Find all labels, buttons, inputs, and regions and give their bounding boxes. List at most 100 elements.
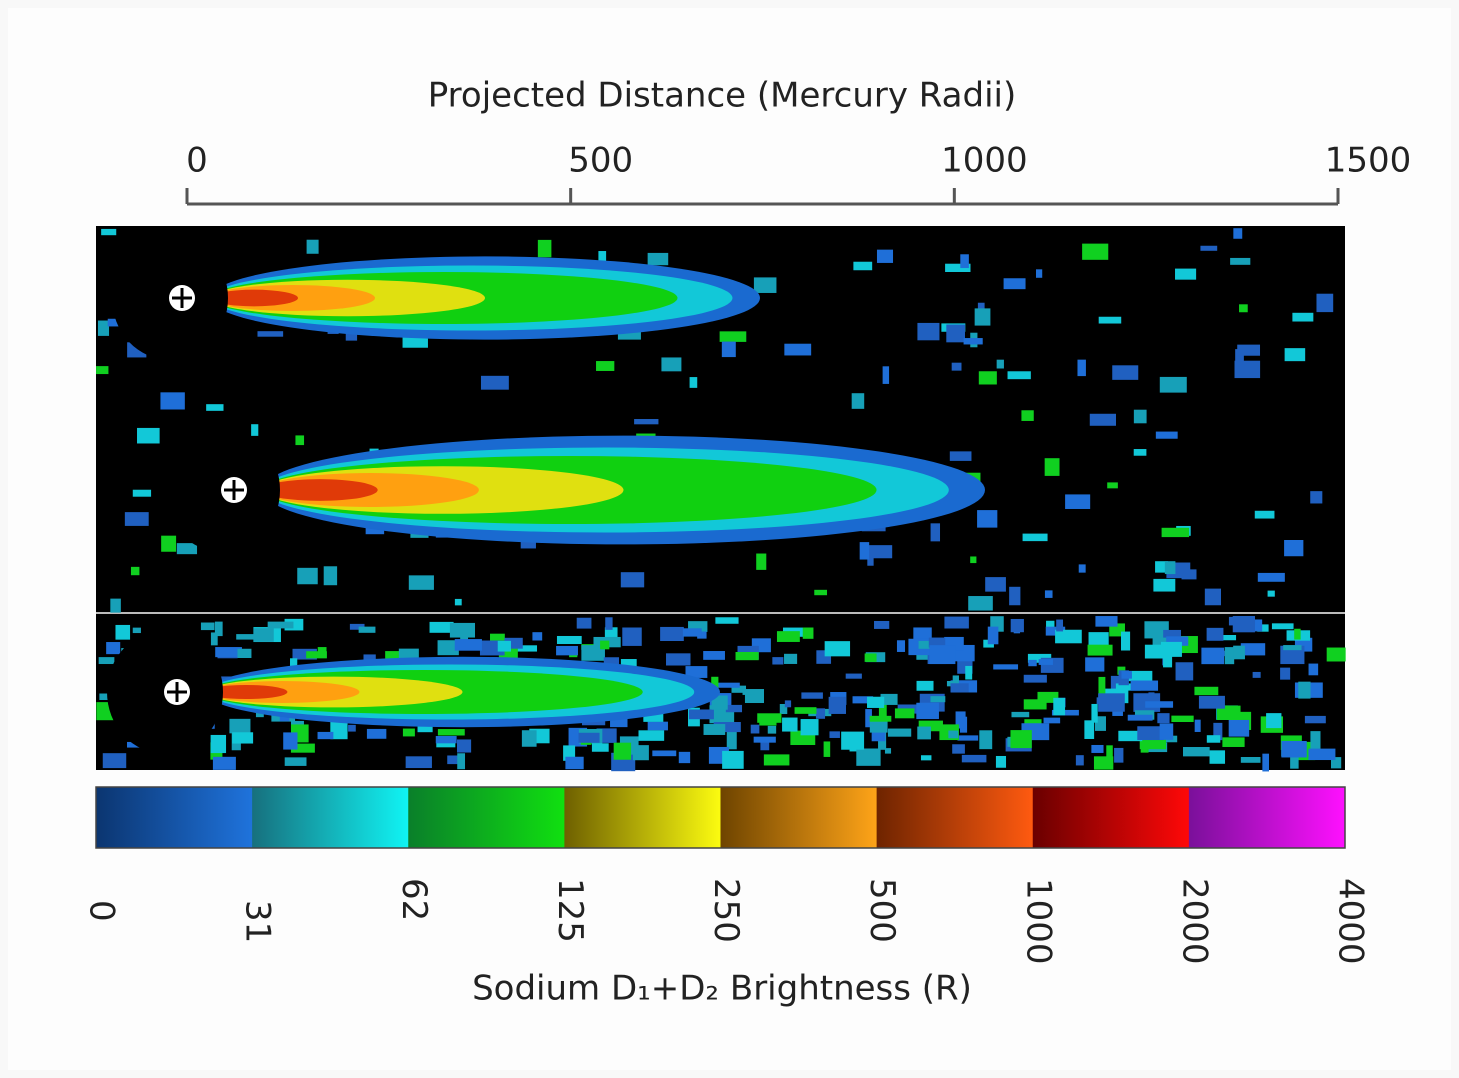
noise-blob <box>283 732 297 749</box>
noise-blob <box>930 696 945 702</box>
noise-blob <box>1309 664 1319 676</box>
noise-blob <box>367 729 386 739</box>
noise-blob <box>1199 696 1225 709</box>
noise-blob <box>917 323 939 340</box>
noise-blob <box>1229 720 1249 737</box>
noise-blob <box>964 338 983 344</box>
noise-blob <box>865 653 877 661</box>
noise-blob <box>1045 590 1053 598</box>
noise-blob <box>948 731 958 739</box>
noise-blob <box>1134 449 1147 456</box>
noise-blob <box>717 683 740 688</box>
noise-blob <box>952 363 962 371</box>
noise-blob <box>1262 754 1269 772</box>
noise-blob <box>605 617 612 630</box>
noise-blob <box>895 708 914 718</box>
noise-blob <box>965 666 972 680</box>
noise-blob <box>666 653 690 665</box>
noise-blob <box>715 617 738 623</box>
noise-blob <box>614 743 631 760</box>
colorbar-segment <box>96 787 253 848</box>
noise-blob <box>979 371 997 384</box>
noise-blob <box>359 627 376 633</box>
noise-blob <box>679 752 690 763</box>
noise-blob <box>137 428 160 444</box>
noise-blob <box>1294 629 1300 640</box>
noise-blob <box>1233 646 1245 660</box>
noise-blob <box>125 512 149 526</box>
noise-blob <box>285 757 307 766</box>
noise-blob <box>297 568 317 584</box>
noise-blob <box>307 240 319 254</box>
noise-blob <box>704 724 726 735</box>
noise-blob <box>638 730 664 741</box>
noise-blob <box>648 722 668 731</box>
noise-blob <box>1098 677 1105 694</box>
noise-blob <box>1114 748 1123 763</box>
noise-blob <box>98 321 109 336</box>
noise-blob <box>1253 672 1261 678</box>
noise-blob <box>161 536 176 552</box>
noise-blob <box>213 757 236 770</box>
noise-blob <box>106 642 120 654</box>
noise-blob <box>110 599 121 613</box>
noise-blob <box>600 641 609 650</box>
noise-blob <box>557 636 582 644</box>
noise-blob <box>177 543 197 554</box>
noise-blob <box>1201 648 1224 664</box>
noise-blob <box>160 392 184 409</box>
colorbar-segment <box>1189 787 1346 848</box>
noise-blob <box>874 621 889 629</box>
noise-blob <box>1210 750 1226 763</box>
noise-blob <box>1112 365 1138 380</box>
noise-blob <box>1233 228 1242 239</box>
noise-blob <box>801 692 823 698</box>
noise-blob <box>1082 244 1108 260</box>
noise-blob <box>760 742 769 750</box>
noise-blob <box>814 590 827 595</box>
noise-blob <box>101 229 116 235</box>
noise-blob <box>1085 657 1104 671</box>
noise-blob <box>978 303 985 310</box>
noise-blob <box>1141 743 1149 753</box>
noise-blob <box>727 732 737 750</box>
noise-blob <box>1316 294 1333 312</box>
noise-blob <box>556 646 578 655</box>
noise-blob <box>759 716 776 725</box>
noise-blob <box>785 700 791 707</box>
noise-blob <box>1106 745 1113 761</box>
noise-blob <box>703 651 725 660</box>
noise-blob <box>1021 410 1033 421</box>
colorbar-tick-label: 125 <box>550 878 590 943</box>
noise-blob <box>1266 713 1281 728</box>
colorbar-segment <box>721 787 878 848</box>
noise-blob <box>579 733 600 743</box>
noise-blob <box>1230 258 1250 265</box>
noise-blob <box>754 737 776 743</box>
noise-blob <box>968 596 993 611</box>
noise-blob <box>1183 747 1210 756</box>
noise-blob <box>977 510 997 528</box>
noise-blob <box>295 435 304 445</box>
noise-blob <box>784 344 811 356</box>
noise-blob <box>206 404 223 411</box>
noise-blob <box>1053 698 1065 715</box>
noise-blob <box>916 703 939 719</box>
noise-blob <box>853 262 872 271</box>
colorbar-segment <box>252 787 409 848</box>
noise-blob <box>403 337 428 348</box>
noise-blob <box>115 625 130 640</box>
noise-blob <box>251 424 258 436</box>
colorbar-tick-label: 500 <box>862 878 902 943</box>
noise-blob <box>856 748 880 765</box>
noise-blob <box>103 753 126 768</box>
noise-blob <box>1090 414 1116 426</box>
noise-blob <box>897 640 905 652</box>
noise-blob <box>201 623 215 631</box>
noise-blob <box>720 331 747 342</box>
noise-blob <box>1131 681 1158 691</box>
noise-blob <box>825 641 850 656</box>
noise-blob <box>1010 730 1031 748</box>
x-tick-label: 1000 <box>941 141 1028 181</box>
noise-blob <box>1079 564 1086 572</box>
